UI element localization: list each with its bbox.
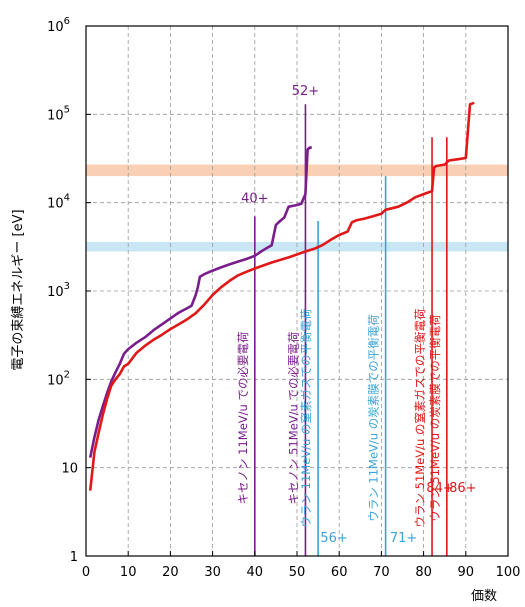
series-line-0 [88,146,312,458]
y-tick-label: 102 [47,369,70,388]
y-tick-label: 10 [61,462,78,477]
x-tick-label: 40 [247,565,264,580]
x-tick-label: 20 [162,565,179,580]
charge-label: 86+ [449,481,476,496]
x-tick-label: 0 [82,565,90,580]
reference-line-label: ウラン 11MeV/u の炭素膜での平衡電荷 [367,314,381,521]
x-tick-label: 70 [373,565,390,580]
x-tick-label: 50 [289,565,306,580]
x-axis-label: 価数 [471,589,497,604]
y-tick-label: 105 [47,104,70,123]
reference-line-label: キセノン 11MeV/u での必要電荷 [236,332,250,505]
charge-label: 84+ [426,481,453,496]
series-lines [88,101,475,491]
y-tick-label: 106 [47,16,70,35]
series-line-1 [88,101,475,491]
band-0 [86,164,508,177]
charge-label: 52+ [292,84,319,99]
reference-line-label: ウラン 51MeV/u の炭素膜での平衡電荷 [428,314,442,521]
charge-label: 71+ [390,531,417,546]
x-tick-label: 90 [458,565,475,580]
x-tick-label: 100 [496,565,521,580]
x-tick-label: 10 [120,565,137,580]
annotations: キセノン 11MeV/u での必要電荷 40+ キセノン 51MeV/u での必要電… [236,84,477,546]
y-tick-label: 1 [70,550,78,565]
reference-line-label: ウラン 11MeV/u の窒素ガスでの平衡電荷 [299,309,313,528]
x-tick-label: 60 [331,565,348,580]
x-tick-label: 30 [204,565,221,580]
charge-label: 56+ [320,531,347,546]
y-axis-label: 電子の束縛エネルギー [eV] [10,209,26,370]
y-tick-label: 104 [47,193,70,212]
y-tick-label: 103 [47,281,70,300]
x-tick-label: 80 [415,565,432,580]
reference-line-label: キセノン 51MeV/u での必要電荷 [286,332,300,505]
charge-label: 40+ [241,192,268,207]
reference-line-label: ウラン 51MeV/u の窒素ガスでの平衡電荷 [413,309,427,528]
